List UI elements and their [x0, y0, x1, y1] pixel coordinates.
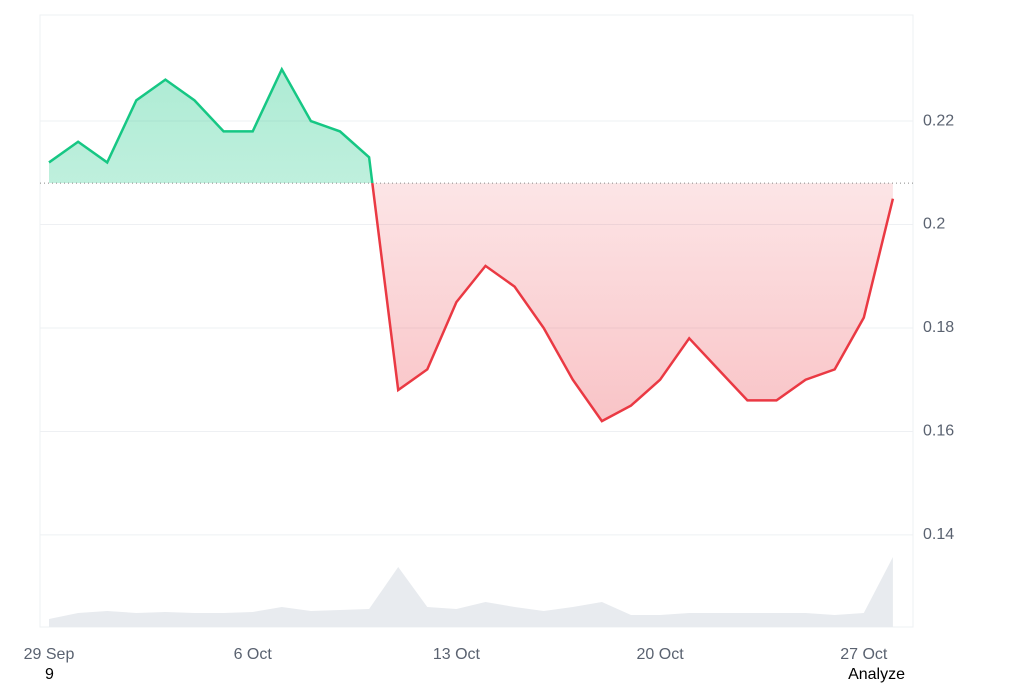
area-down: [49, 183, 893, 422]
y-tick-label: 0.22: [923, 112, 954, 129]
x-tick-label: 29 Sep: [24, 646, 75, 663]
y-tick-label: 0.18: [923, 319, 954, 336]
footer-left: 9: [45, 666, 54, 683]
x-tick-label: 6 Oct: [234, 646, 273, 663]
y-tick-label: 0.14: [923, 526, 954, 543]
y-tick-label: 0.16: [923, 423, 954, 440]
line-up: [48, 66, 374, 184]
x-tick-label: 20 Oct: [637, 646, 685, 663]
area-up: [49, 69, 373, 184]
footer-right[interactable]: Analyze: [848, 666, 905, 683]
volume-area: [49, 557, 893, 627]
y-tick-label: 0.2: [923, 216, 945, 233]
line-down: [371, 183, 895, 423]
x-tick-label: 13 Oct: [433, 646, 481, 663]
x-tick-label: 27 Oct: [840, 646, 888, 663]
